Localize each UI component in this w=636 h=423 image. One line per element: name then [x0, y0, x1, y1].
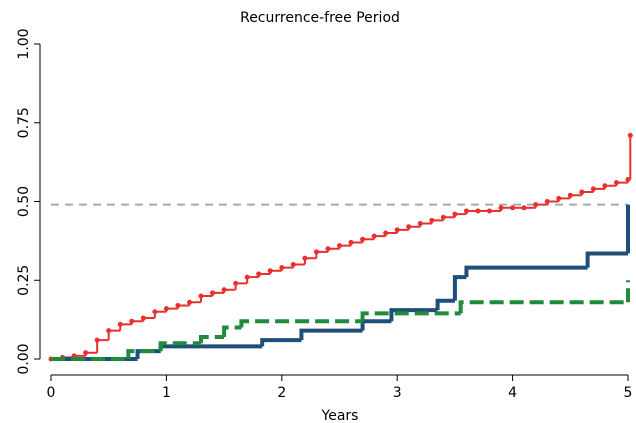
point: [567, 192, 573, 198]
point: [371, 233, 377, 239]
point: [463, 208, 469, 214]
point: [533, 202, 539, 208]
point: [348, 239, 354, 245]
point: [394, 227, 400, 233]
point: [186, 299, 192, 305]
x-tick-label: 0: [47, 385, 56, 401]
point: [544, 199, 550, 204]
x-tick-label: 2: [277, 385, 286, 401]
point: [94, 337, 100, 343]
point: [244, 274, 250, 280]
step-segment: [585, 251, 628, 268]
point: [198, 293, 204, 299]
point: [360, 236, 366, 242]
step-segment: [96, 339, 109, 353]
point: [487, 208, 493, 214]
step-segment: [126, 349, 161, 359]
point: [556, 195, 562, 201]
step-segment: [458, 300, 628, 314]
point: [452, 211, 458, 217]
step-segment: [222, 325, 242, 337]
y-tick-label: 1.00: [16, 28, 32, 59]
step-segment: [299, 328, 363, 341]
y-tick-label: 0.75: [16, 107, 32, 138]
point: [510, 205, 516, 211]
step-segment: [452, 275, 467, 301]
point: [429, 217, 435, 223]
y-tick-label: 0.50: [16, 186, 32, 217]
point: [383, 230, 389, 236]
point: [627, 132, 633, 138]
chart-title: Recurrence-free Period: [240, 10, 400, 26]
x-tick-label: 5: [624, 385, 633, 401]
x-tick-label: 3: [393, 385, 402, 401]
point: [256, 271, 262, 277]
step-segment: [360, 319, 392, 331]
step-segment: [464, 265, 588, 278]
point: [140, 315, 146, 321]
point: [579, 189, 585, 195]
point: [152, 309, 158, 315]
point: [163, 306, 169, 312]
point: [475, 208, 481, 214]
point: [267, 268, 273, 274]
point: [117, 321, 123, 327]
point: [625, 176, 631, 182]
step-segment: [158, 344, 263, 352]
x-axis-label: Years: [321, 408, 359, 423]
step-segment: [389, 308, 438, 322]
point: [590, 186, 596, 192]
point: [302, 255, 308, 261]
point: [498, 205, 504, 211]
point: [210, 290, 216, 296]
y-tick-label: 0.00: [16, 343, 32, 374]
point: [313, 249, 319, 255]
step-segment: [199, 334, 225, 344]
point: [613, 180, 619, 186]
x-tick-label: 4: [508, 385, 517, 401]
point: [106, 328, 112, 334]
point: [521, 205, 527, 211]
step-segment: [360, 311, 461, 322]
point: [129, 318, 135, 324]
point: [83, 350, 89, 356]
step-segment: [239, 319, 363, 328]
x-tick-label: 1: [162, 385, 171, 401]
point: [337, 243, 342, 249]
point: [440, 214, 446, 220]
point: [602, 183, 608, 189]
step-segment: [435, 298, 455, 311]
point: [233, 280, 239, 286]
step-segment: [158, 341, 202, 352]
step-segment: [260, 338, 302, 347]
point: [417, 221, 423, 227]
point: [406, 224, 412, 230]
point: [290, 262, 296, 267]
point: [221, 287, 227, 293]
point: [279, 265, 285, 271]
y-tick-label: 0.25: [16, 265, 32, 296]
point: [325, 246, 331, 252]
point: [175, 302, 181, 308]
